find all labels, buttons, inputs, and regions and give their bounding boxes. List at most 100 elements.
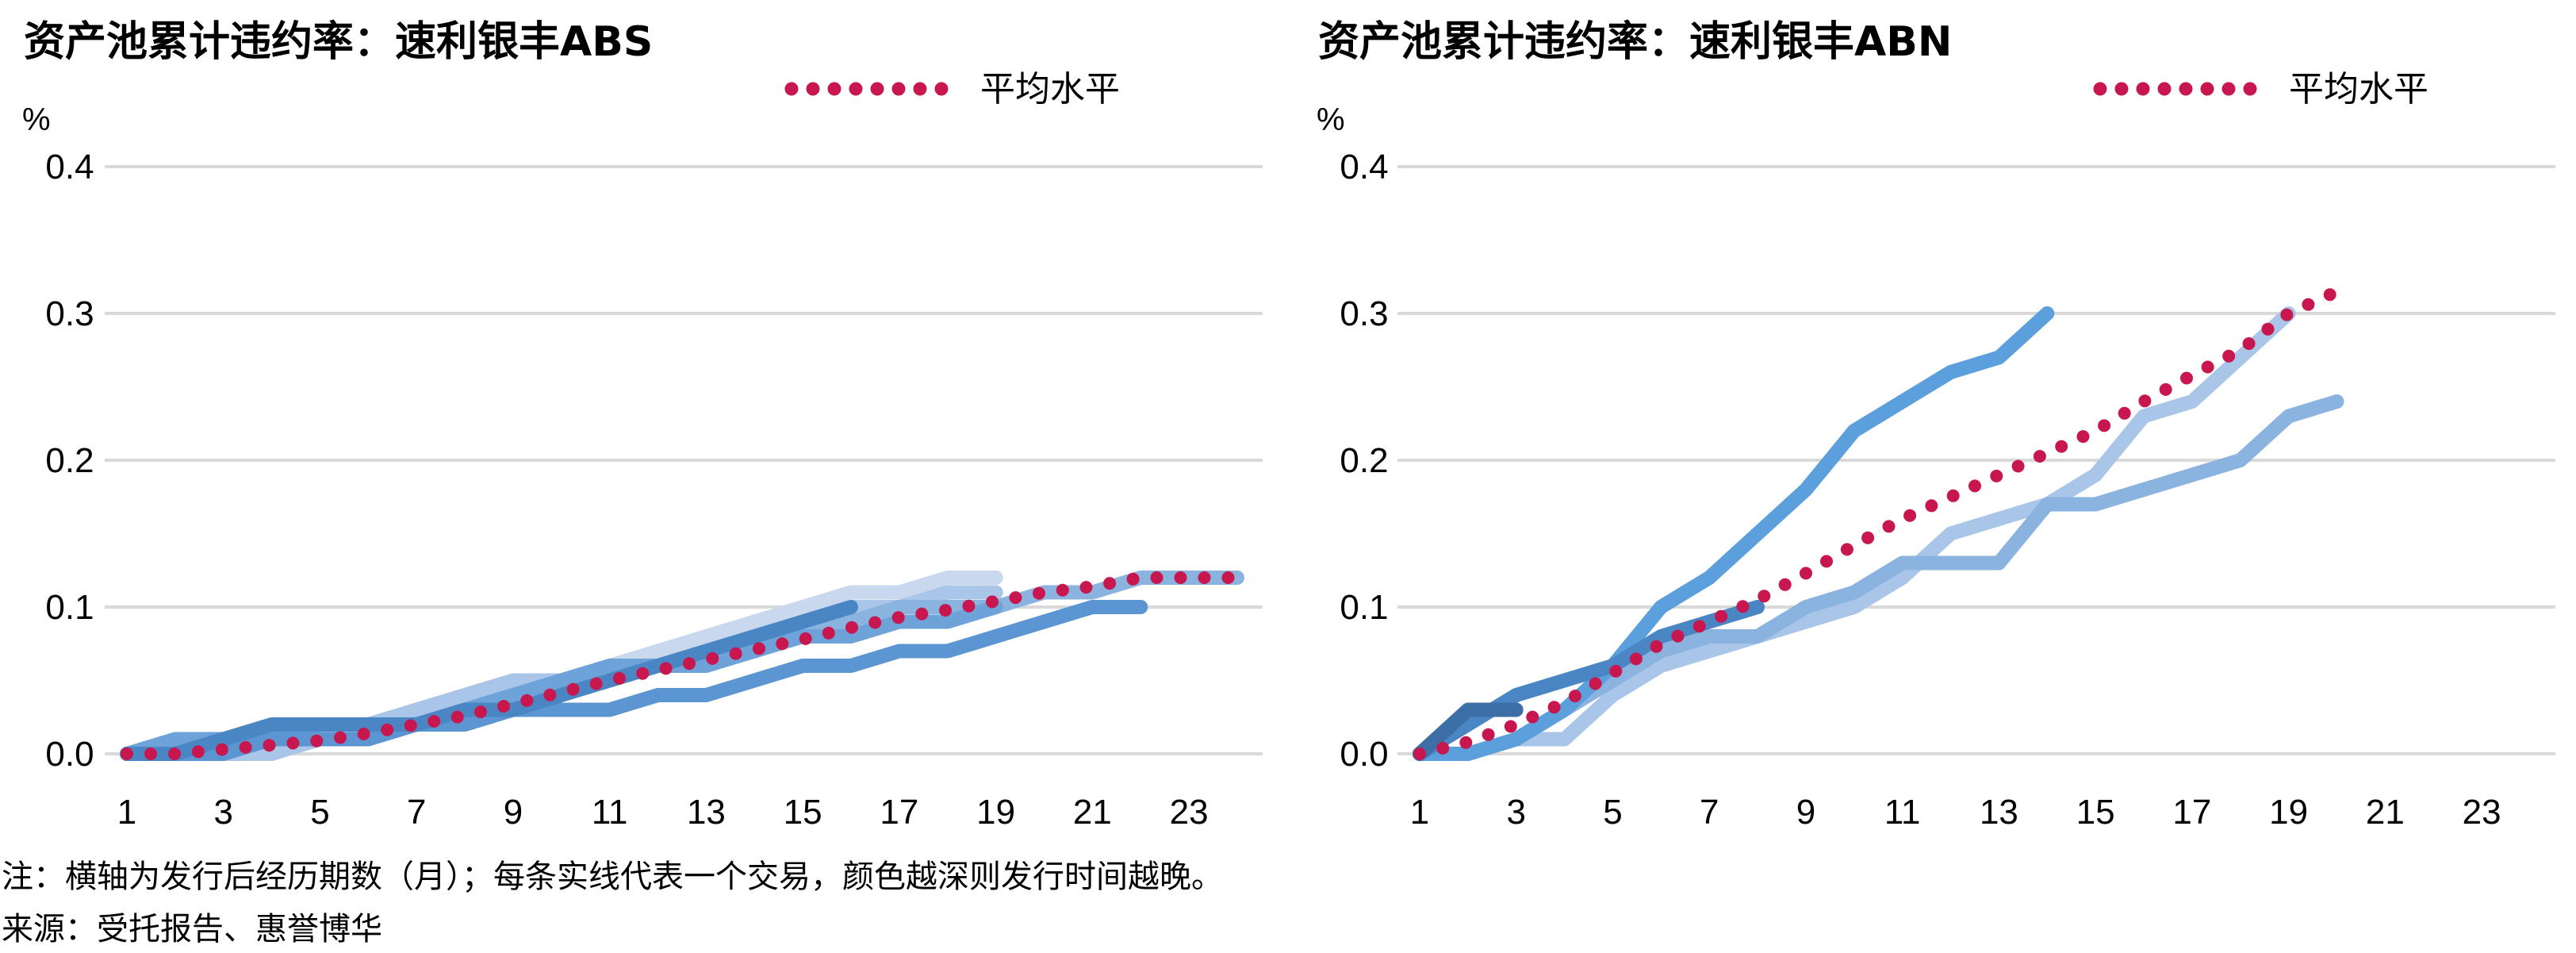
- average-point: [636, 667, 650, 680]
- footnote-source: 来源：受托报告、惠誉博华: [2, 911, 382, 947]
- average-point: [1903, 509, 1917, 522]
- series-line-2: [1413, 394, 2344, 761]
- x-tick-label: 17: [2172, 793, 2211, 832]
- average-point: [1840, 543, 1853, 556]
- average-point: [1126, 572, 1140, 586]
- y-tick-label: 0.1: [45, 588, 94, 627]
- legend: 平均水平: [784, 69, 1120, 110]
- average-point: [497, 700, 511, 713]
- average-point: [2033, 450, 2046, 463]
- legend-average-marker-dot: [2221, 82, 2236, 96]
- x-tick-label: 11: [1884, 793, 1921, 832]
- average-point: [427, 715, 441, 728]
- average-point: [1482, 728, 1495, 741]
- average-point: [1882, 520, 1896, 533]
- average-point: [310, 734, 324, 747]
- legend-average-marker-dot: [849, 82, 863, 96]
- y-tick-label: 0.0: [45, 735, 94, 774]
- legend-label-average: 平均水平: [2289, 69, 2428, 110]
- legend-average-marker-dot: [827, 82, 841, 96]
- y-tick-label: 0.0: [1340, 735, 1388, 774]
- legend-average-marker-dot: [2179, 82, 2193, 96]
- average-point: [263, 739, 276, 752]
- average-point: [2280, 308, 2294, 321]
- average-point: [1692, 620, 1706, 633]
- average-point: [2302, 298, 2315, 311]
- x-tick-label: 23: [2463, 793, 2501, 832]
- average-point: [1413, 747, 1426, 760]
- average-point: [191, 745, 205, 759]
- average-point: [659, 662, 673, 675]
- average-point: [520, 694, 534, 707]
- legend-label-average: 平均水平: [980, 69, 1120, 110]
- x-tick-label: 13: [687, 793, 726, 832]
- average-point: [543, 688, 557, 701]
- x-tick-label: 3: [213, 793, 232, 832]
- x-tick-label: 17: [880, 793, 918, 832]
- average-point: [845, 621, 858, 634]
- average-point: [2118, 406, 2131, 420]
- average-point: [121, 747, 133, 760]
- x-tick-label: 5: [310, 793, 329, 832]
- average-point: [1968, 479, 1981, 493]
- legend-average-marker-dot: [2157, 82, 2172, 96]
- average-point: [215, 743, 228, 756]
- average-point: [2011, 459, 2025, 473]
- legend-average-marker-dot: [934, 82, 949, 96]
- average-point: [612, 671, 626, 685]
- average-point: [1609, 664, 1623, 678]
- series-line-1: [1413, 306, 2296, 761]
- x-tick-label: 7: [407, 793, 426, 832]
- y-axis-unit-label: %: [1317, 102, 1345, 137]
- y-tick-label: 0.1: [1340, 588, 1388, 627]
- average-point: [1436, 741, 1450, 755]
- average-point: [986, 595, 999, 609]
- average-point: [286, 736, 300, 750]
- legend: 平均水平: [2093, 69, 2428, 110]
- legend-average-marker-dot: [2200, 82, 2214, 96]
- average-point: [2180, 371, 2193, 385]
- legend-average-marker-dot: [2136, 82, 2150, 96]
- legend-average-marker-dot: [2093, 82, 2107, 96]
- average-point: [799, 632, 812, 645]
- average-point: [915, 607, 929, 621]
- average-point: [1459, 736, 1473, 749]
- average-point: [1925, 499, 1938, 513]
- average-point: [404, 719, 417, 732]
- average-point: [891, 611, 905, 624]
- average-point: [1650, 640, 1663, 653]
- average-point: [1221, 571, 1235, 584]
- average-point: [2222, 349, 2236, 363]
- average-point: [474, 705, 487, 719]
- average-point: [2261, 322, 2275, 336]
- series-line-6: [120, 600, 858, 761]
- average-point: [729, 647, 742, 660]
- chart-title: 资产池累计违约率：速利银丰ABN: [1318, 18, 1952, 66]
- average-point: [334, 731, 347, 744]
- x-tick-label: 19: [2269, 793, 2308, 832]
- y-axis-unit-label: %: [22, 102, 51, 137]
- average-point: [1056, 583, 1069, 597]
- average-point: [706, 651, 719, 665]
- x-tick-label: 3: [1506, 793, 1525, 832]
- average-point: [1079, 581, 1093, 594]
- average-point: [2076, 430, 2090, 444]
- average-point: [1589, 677, 1602, 690]
- average-point: [776, 637, 789, 651]
- series-line-5: [1413, 702, 1524, 761]
- average-point: [1009, 591, 1022, 605]
- legend-average-marker-dot: [806, 82, 820, 96]
- x-tick-label: 5: [1603, 793, 1622, 832]
- x-tick-label: 21: [1073, 793, 1112, 832]
- average-point: [1526, 710, 1539, 724]
- average-point: [1198, 571, 1211, 584]
- x-tick-label: 9: [1796, 793, 1815, 832]
- x-tick-label: 9: [504, 793, 523, 832]
- average-point: [239, 740, 252, 754]
- x-tick-label: 15: [784, 793, 822, 832]
- average-point: [1778, 578, 1792, 591]
- average-point: [1946, 489, 1960, 502]
- average-point: [1990, 469, 2003, 482]
- average-point: [753, 642, 765, 655]
